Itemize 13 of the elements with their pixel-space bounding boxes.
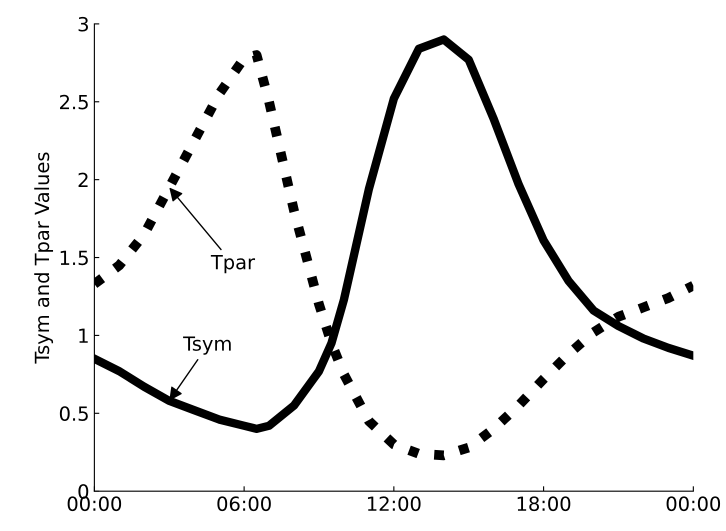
x-tick-label: 06:00 [217, 496, 271, 512]
x-tick-label: 12:00 [368, 496, 421, 512]
text: Tpar [210, 255, 256, 274]
y-tick-label: 1 [79, 328, 88, 343]
y-axis-title: Tsym and Tpar Values [34, 152, 54, 364]
y-tick-label: 1.5 [60, 250, 88, 266]
y-tick-label: 2.5 [60, 94, 88, 110]
y-tick-label: 3 [78, 16, 88, 32]
text: Tsym [183, 336, 231, 355]
y-tick-label: 0.5 [60, 406, 88, 421]
x-tick-label: 18:00 [518, 496, 570, 512]
x-tick-label: 00:00 [666, 496, 720, 512]
y-tick-label: 2 [78, 172, 88, 188]
